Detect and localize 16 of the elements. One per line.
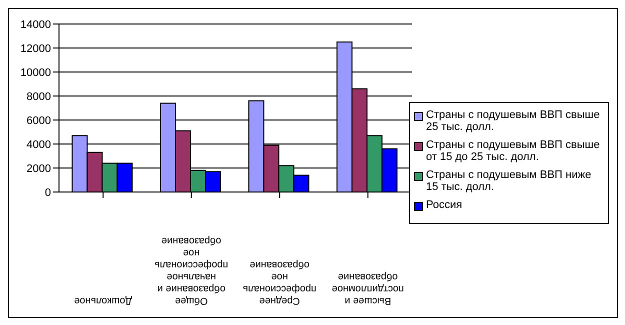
y-tick-label: 6000 [26, 114, 51, 127]
legend-label: Страны с подушевым ВВП свыше от 15 до 25 тыс. долл. [426, 139, 601, 163]
x-tick-label: Дошкольное [74, 295, 132, 306]
y-tick-label: 4000 [26, 138, 51, 151]
y-tick-label: 12000 [20, 42, 51, 55]
x-tick-label: Высшее и постдипломное образование [331, 271, 404, 306]
legend-label: Страны с подушевым ВВП ниже 15 тыс. долл. [426, 169, 592, 193]
x-tick-label: Среднее профессиональное образование [242, 259, 316, 306]
y-tick-label: 14000 [20, 18, 51, 31]
y-tick-label: 2000 [26, 162, 51, 175]
y-tick-label: 8000 [26, 90, 51, 103]
legend-label: Россия [426, 199, 462, 211]
legend-label: Страны с подушевым ВВП свыше 25 тыс. долл. [426, 109, 601, 133]
y-tick-label: 0 [44, 186, 51, 199]
y-tick-label: 10000 [20, 66, 51, 79]
x-tick-label: Общее образование и начальное профессиональное образование [154, 235, 228, 306]
